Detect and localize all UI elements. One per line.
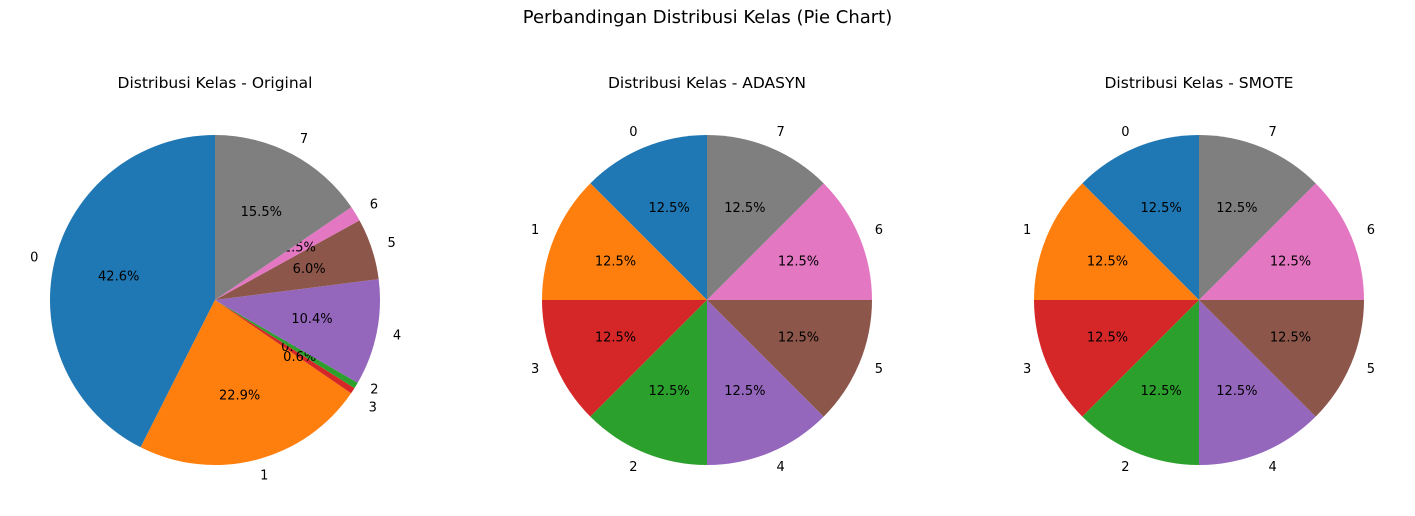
pie-slice-1: [542, 183, 707, 300]
slice-label-3: 3: [369, 400, 377, 415]
pie-slice-3: [215, 300, 355, 394]
slice-label-3: 3: [531, 362, 539, 377]
pie-slice-7: [215, 135, 352, 300]
pie-slice-7: [707, 135, 824, 300]
pie-slice-6: [215, 207, 360, 300]
slice-label-4: 4: [393, 328, 401, 343]
pie-slice-0: [1082, 135, 1199, 300]
slice-label-7: 7: [777, 125, 785, 140]
pie-chart-smote: Distribusi Kelas - SMOTE 0 12.5% 1 12.5% 3 12.…: [1023, 74, 1375, 475]
slice-percent-2: 12.5%: [1140, 384, 1181, 399]
slice-percent-4: 12.5%: [724, 384, 765, 399]
pie-slice-3: [1034, 300, 1199, 417]
pie-slice-7: [1199, 135, 1316, 300]
slice-percent-2: 12.5%: [648, 384, 689, 399]
slice-label-7: 7: [1269, 125, 1277, 140]
slice-label-1: 1: [260, 468, 268, 483]
slice-label-7: 7: [300, 132, 308, 147]
slice-label-6: 6: [370, 198, 378, 213]
pie-slice-4: [1199, 300, 1316, 465]
slice-label-0: 0: [1121, 125, 1129, 140]
slice-percent-7: 12.5%: [1216, 201, 1257, 216]
pie-slice-0: [49, 135, 215, 448]
slice-label-2: 2: [1121, 460, 1129, 475]
slice-label-5: 5: [388, 236, 396, 251]
pie-slice-5: [1199, 300, 1364, 417]
slice-label-6: 6: [1367, 223, 1375, 238]
slice-percent-5: 12.5%: [1270, 330, 1311, 345]
slice-percent-7: 15.5%: [241, 205, 282, 220]
pie-slice-3: [542, 300, 707, 417]
slice-label-4: 4: [1269, 460, 1277, 475]
slice-label-1: 1: [531, 223, 539, 238]
pie-slice-2: [590, 300, 707, 465]
slice-percent-4: 10.4%: [291, 312, 332, 327]
pie-slice-6: [707, 183, 872, 300]
pie-slice-2: [215, 300, 358, 389]
pie-slice-1: [1034, 183, 1199, 300]
slice-percent-1: 12.5%: [595, 255, 636, 270]
slice-percent-0: 12.5%: [648, 201, 689, 216]
pie-slice-1: [140, 300, 352, 466]
slice-label-3: 3: [1023, 362, 1031, 377]
pie-slice-2: [1082, 300, 1199, 465]
slice-label-1: 1: [1023, 223, 1031, 238]
slice-percent-0: 42.6%: [98, 270, 139, 285]
slice-percent-6: 12.5%: [1270, 255, 1311, 270]
pie-slice-6: [1199, 183, 1364, 300]
slice-label-0: 0: [629, 125, 637, 140]
slice-label-2: 2: [629, 460, 637, 475]
slice-percent-3: 12.5%: [595, 330, 636, 345]
slice-label-6: 6: [875, 223, 883, 238]
slice-percent-0: 12.5%: [1140, 201, 1181, 216]
slice-label-4: 4: [777, 460, 785, 475]
pie-slice-5: [707, 300, 872, 417]
slice-label-5: 5: [875, 362, 883, 377]
pie-slice-5: [215, 220, 379, 300]
pie-title: Distribusi Kelas - SMOTE: [1105, 74, 1294, 92]
pie-slice-4: [215, 279, 381, 383]
slice-label-5: 5: [1367, 362, 1375, 377]
pie-chart-adasyn: Distribusi Kelas - ADASYN 0 12.5% 1 12.5% 3 12…: [531, 74, 883, 475]
pie-title: Distribusi Kelas - ADASYN: [608, 74, 806, 92]
slice-percent-6: 12.5%: [778, 255, 819, 270]
slice-label-2: 2: [370, 383, 378, 398]
slice-percent-1: 12.5%: [1087, 255, 1128, 270]
slice-percent-5: 12.5%: [778, 330, 819, 345]
pie-slice-0: [590, 135, 707, 300]
pie-chart-original: Distribusi Kelas - Original 0 42.6% 1 22.9% 3…: [30, 74, 401, 483]
slice-percent-7: 12.5%: [724, 201, 765, 216]
slice-label-0: 0: [30, 250, 38, 265]
pie-title: Distribusi Kelas - Original: [118, 74, 313, 92]
slice-percent-5: 6.0%: [293, 262, 326, 277]
slice-percent-4: 12.5%: [1216, 384, 1257, 399]
slice-percent-1: 22.9%: [219, 388, 260, 403]
slice-percent-3: 12.5%: [1087, 330, 1128, 345]
figure-title: Perbandingan Distribusi Kelas (Pie Chart…: [522, 7, 893, 28]
pie-slice-4: [707, 300, 824, 465]
